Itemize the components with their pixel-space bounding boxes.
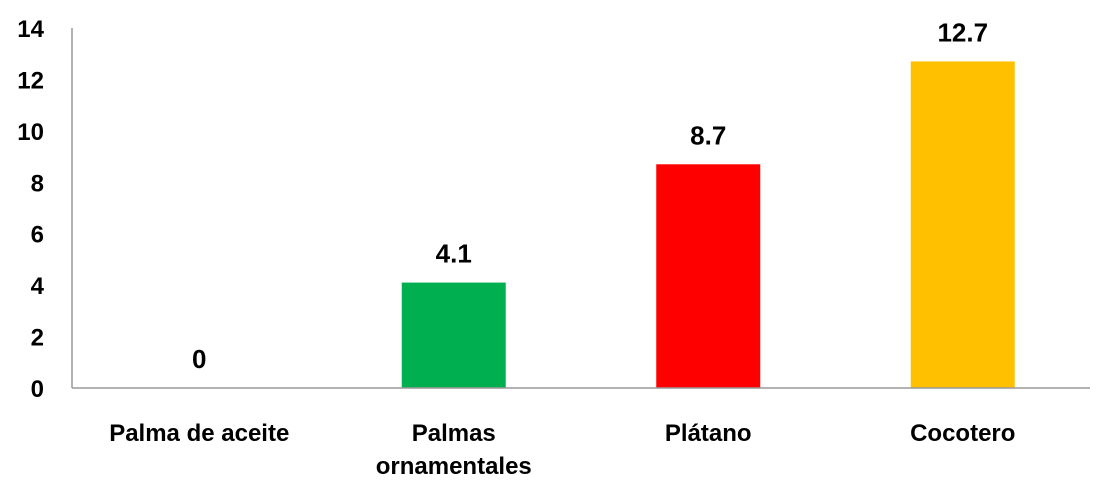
y-tick-label-7: 14	[17, 16, 44, 43]
bar-2	[656, 164, 761, 388]
y-tick-label-4: 8	[31, 170, 44, 197]
y-tick-label-2: 4	[31, 273, 45, 300]
y-tick-label-6: 12	[17, 67, 44, 94]
axis-layer: 0 2 4 6 8 10 12 14	[17, 16, 1090, 403]
labels-layer: 0 Palma de aceite 4.1 Palmas ornamentales 8.7…	[109, 17, 1015, 480]
x-tick-label-1-line-0: Palmas	[412, 420, 496, 447]
x-tick-label-2: Plátano	[665, 420, 752, 447]
x-tick-label-1-line-1: ornamentales	[376, 453, 532, 477]
bars-layer	[401, 61, 1015, 389]
y-tick-label-3: 6	[31, 222, 44, 249]
x-tick-label-3: Cocotero	[910, 420, 1015, 447]
x-tick-label-0: Palma de aceite	[109, 420, 289, 447]
y-tick-label-5: 10	[17, 119, 44, 146]
data-label-0: 0	[192, 344, 206, 374]
bar-1	[401, 282, 506, 388]
data-label-1: 4.1	[436, 239, 472, 269]
x-tick-label-1: Palmas ornamentales	[376, 420, 532, 477]
data-label-3: 12.7	[937, 17, 988, 47]
bar-3	[910, 61, 1015, 389]
y-tick-label-1: 2	[31, 325, 44, 352]
y-tick-label-0: 0	[31, 376, 44, 403]
data-label-2: 8.7	[690, 120, 726, 150]
